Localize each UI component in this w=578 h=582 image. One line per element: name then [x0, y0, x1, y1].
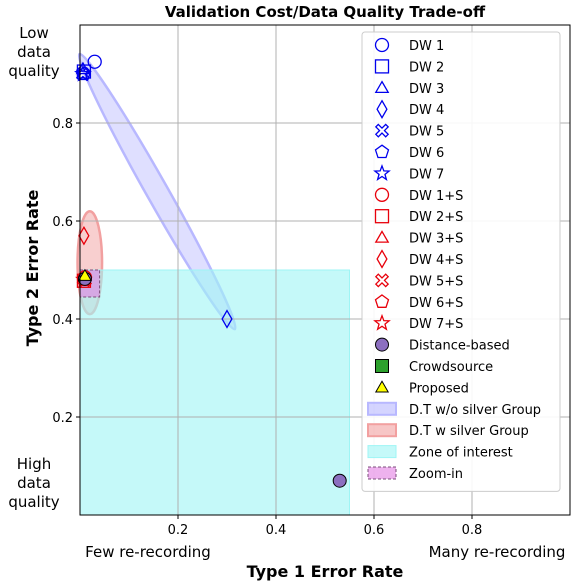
legend-item-dw-6: DW 6 — [374, 144, 444, 161]
legend-label: Distance-based — [409, 339, 510, 354]
legend-label: DW 2+S — [409, 210, 463, 225]
legend-item-dw-2-s: DW 2+S — [374, 209, 463, 225]
corner-label-top-left: Low data quality — [8, 24, 59, 80]
legend-item-crowdsource: Crowdsource — [375, 359, 493, 375]
x-axis-label: Type 1 Error Rate — [247, 562, 404, 581]
plot-frame — [79, 24, 571, 516]
legend-marker — [375, 359, 389, 373]
zone-of-interest-region — [79, 269, 350, 516]
y-tick-label: 0.2 — [52, 411, 73, 426]
corner-top-left-line-1: Low — [19, 24, 49, 42]
x-tick-label: 0.6 — [364, 523, 385, 538]
legend: DW 1 DW 2 DW 3 DW 4 DW 5 DW 6 DW 7 DW 1+S DW 2+S… — [361, 31, 561, 492]
legend-marker — [373, 164, 391, 181]
y-tick-label: 0.4 — [52, 313, 73, 328]
proposed-point — [77, 268, 92, 281]
legend-marker — [376, 99, 388, 119]
legend-marker — [374, 273, 390, 288]
legend-label: DW 5+S — [409, 274, 463, 289]
corner-bottom-left-line-2: data — [17, 474, 51, 492]
corner-bottom-left-line-3: quality — [8, 493, 59, 511]
legend-label: D.T w/o silver Group — [409, 403, 541, 418]
legend-label: DW 3 — [409, 82, 444, 97]
legend-label: DW 1+S — [409, 189, 463, 204]
legend-item-dw-1: DW 1 — [374, 37, 444, 54]
legend-marker — [374, 230, 390, 243]
legend-label: DW 4 — [409, 103, 444, 118]
legend-swatch — [367, 445, 397, 459]
legend-item-zone-of-interest: Zone of interest — [367, 445, 513, 461]
legend-marker — [374, 59, 390, 74]
x-tick-label: 0.8 — [462, 523, 483, 538]
legend-marker — [375, 337, 389, 352]
legend-item-d-t-w-silver-group: D.T w silver Group — [367, 423, 529, 439]
legend-item-zoom-in: Zoom-in — [367, 466, 463, 482]
legend-item-d-t-w-o-silver-group: D.T w/o silver Group — [367, 401, 541, 418]
distance-based-point — [332, 473, 347, 488]
legend-item-proposed: Proposed — [374, 380, 469, 396]
corner-top-left-line-2: data — [17, 43, 51, 61]
legend-label: DW 5 — [409, 125, 444, 140]
legend-marker — [376, 249, 388, 269]
legend-label: DW 4+S — [409, 253, 463, 268]
x-axis-right-caption: Many re-recording — [429, 543, 566, 561]
legend-item-dw-4: DW 4 — [376, 99, 444, 119]
dw-7-point — [74, 64, 92, 82]
legend-marker — [373, 313, 391, 331]
legend-marker — [374, 123, 390, 138]
legend-item-dw-5-s: DW 5+S — [374, 273, 463, 289]
legend-item-distance-based: Distance-based — [375, 337, 510, 354]
corner-bottom-left-line-1: High — [17, 455, 51, 473]
legend-item-dw-1-s: DW 1+S — [374, 187, 463, 204]
legend-marker — [374, 380, 390, 393]
legend-marker — [374, 187, 390, 202]
legend-label: DW 7+S — [409, 317, 463, 332]
legend-label: Zoom-in — [409, 467, 463, 482]
legend-label: DW 3+S — [409, 232, 463, 247]
dw-4-s-point — [78, 225, 90, 246]
legend-label: D.T w silver Group — [409, 424, 529, 439]
corner-top-left-line-3: quality — [8, 62, 59, 80]
legend-swatch — [367, 466, 397, 480]
legend-item-dw-5: DW 5 — [374, 123, 444, 140]
x-axis-left-caption: Few re-recording — [85, 543, 211, 561]
legend-marker — [374, 37, 390, 53]
y-tick-label: 0.6 — [52, 215, 73, 230]
legend-marker — [374, 209, 390, 224]
legend-marker — [374, 294, 390, 308]
y-tick-label: 0.8 — [52, 117, 73, 132]
x-tick-label: 0.4 — [266, 523, 287, 538]
legend-item-dw-3: DW 3 — [374, 80, 444, 97]
legend-label: DW 6 — [409, 146, 444, 161]
legend-label: Proposed — [409, 381, 469, 396]
legend-label: DW 7 — [409, 167, 444, 182]
legend-item-dw-4-s: DW 4+S — [376, 249, 463, 269]
legend-label: Zone of interest — [409, 446, 513, 461]
legend-item-dw-3-s: DW 3+S — [374, 230, 463, 247]
legend-item-dw-7-s: DW 7+S — [373, 313, 463, 332]
legend-label: Crowdsource — [409, 360, 493, 375]
x-tick-label: 0.2 — [168, 523, 189, 538]
chart-title: Validation Cost/Data Quality Trade-off — [165, 3, 486, 21]
legend-box — [361, 31, 561, 492]
legend-marker — [374, 80, 390, 93]
legend-marker — [374, 144, 390, 159]
legend-label: DW 1 — [409, 39, 444, 54]
legend-item-dw-2: DW 2 — [374, 59, 444, 75]
legend-swatch — [367, 401, 397, 416]
dw-1-point — [87, 54, 102, 69]
dw-4-point — [221, 309, 233, 329]
legend-item-dw-6-s: DW 6+S — [374, 294, 463, 311]
legend-label: DW 6+S — [409, 296, 463, 311]
y-axis-label: Type 2 Error Rate — [23, 189, 42, 346]
legend-swatch — [367, 423, 397, 438]
legend-label: DW 2 — [409, 60, 444, 75]
corner-label-bottom-left: High data quality — [8, 455, 59, 511]
legend-item-dw-7: DW 7 — [373, 164, 444, 182]
